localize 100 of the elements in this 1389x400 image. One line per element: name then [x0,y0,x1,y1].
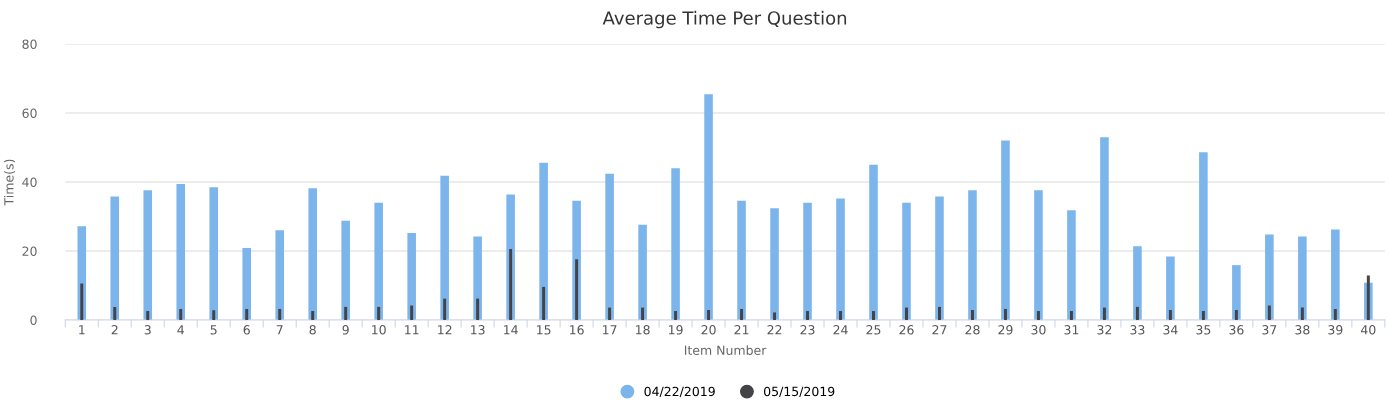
bar [935,196,944,320]
x-tick-label: 25 [866,325,881,335]
x-tick-label: 27 [932,325,947,335]
x-tick-label: 40 [1361,325,1376,335]
bar [1201,311,1205,320]
bar [1133,246,1142,320]
x-tick-label: 20 [701,325,716,335]
bar [938,306,941,320]
bar [473,236,482,320]
bar [1265,234,1274,320]
bar [113,306,117,320]
bar [605,173,614,320]
bar [311,311,315,320]
x-tick-label: 36 [1229,325,1244,335]
x-tick-label: 8 [309,325,316,335]
x-tick-label: 29 [998,325,1013,335]
bar [374,202,383,320]
bar [970,309,974,320]
bar [242,247,252,320]
x-tick-label: 12 [438,325,452,335]
x-axis-title: Item Number [684,345,767,355]
bar [1102,307,1106,320]
x-tick-label: 32 [1097,325,1112,335]
bar [1135,306,1139,320]
x-tick-label: 19 [668,325,683,335]
bar [212,310,216,320]
x-tick-label: 11 [405,325,419,335]
x-tick-label: 26 [899,325,914,335]
bar [509,248,513,320]
y-axis-title: Time(s) [3,159,16,206]
bar [1001,140,1010,320]
legend-label: 04/22/2019 [644,386,715,398]
bar [902,202,911,320]
x-tick-label: 13 [471,325,485,335]
bar [905,307,908,320]
bar [872,311,875,320]
x-tick-label: 34 [1163,325,1178,335]
y-tick-label: 40 [22,177,37,187]
bar [245,308,249,320]
x-tick-label: 17 [603,325,617,335]
x-tick-label: 18 [636,325,650,335]
x-tick-label: 6 [243,325,250,335]
x-tick-label: 38 [1295,325,1310,335]
x-tick-label: 21 [734,325,749,335]
x-tick-label: 28 [965,325,980,335]
x-tick-label: 10 [372,325,386,335]
bar [740,308,744,320]
bar [869,164,878,320]
bar [1166,256,1175,320]
bar [80,283,84,320]
bar [1232,265,1241,320]
y-tick-label: 60 [22,108,37,118]
bar [407,233,416,320]
bar [1366,275,1370,320]
bar [278,308,282,320]
x-tick-label: 14 [504,325,518,335]
y-tick-label: 80 [22,39,37,49]
bar [1267,305,1271,320]
x-tick-label: 24 [833,325,848,335]
bar [275,230,284,320]
x-tick-label: 9 [342,325,349,335]
bar [1298,236,1307,320]
bar [707,309,711,320]
bar [110,196,120,320]
chart-title: Average Time Per Question [602,10,847,29]
bar [1199,152,1208,320]
x-tick-label: 35 [1196,325,1211,335]
x-tick-label: 3 [144,325,151,335]
x-tick-label: 31 [1064,325,1079,335]
bar [1331,229,1340,320]
bar [803,202,812,320]
x-tick-label: 15 [537,325,551,335]
bar [836,198,845,320]
bar [1168,309,1172,320]
bar [443,298,447,320]
bar [641,307,645,320]
bar [539,162,548,320]
bar [839,311,842,320]
bar [440,175,449,320]
bar [146,311,150,320]
y-tick-label: 20 [22,246,37,256]
bar [410,305,414,320]
bar [1036,311,1040,320]
bar [671,168,680,320]
x-tick-label: 1 [79,325,85,335]
x-tick-label: 33 [1130,325,1145,335]
bar [1069,311,1073,320]
bar [704,94,713,320]
x-tick-label: 23 [800,325,815,335]
bar [1300,307,1304,320]
bar [344,306,348,320]
bar [542,286,546,320]
x-tick-label: 39 [1328,325,1343,335]
bar [1100,137,1109,320]
bar [773,312,777,320]
bar [737,200,746,320]
bar [806,311,810,320]
x-tick-label: 4 [177,325,185,335]
bar [179,308,183,320]
bar [674,311,678,320]
